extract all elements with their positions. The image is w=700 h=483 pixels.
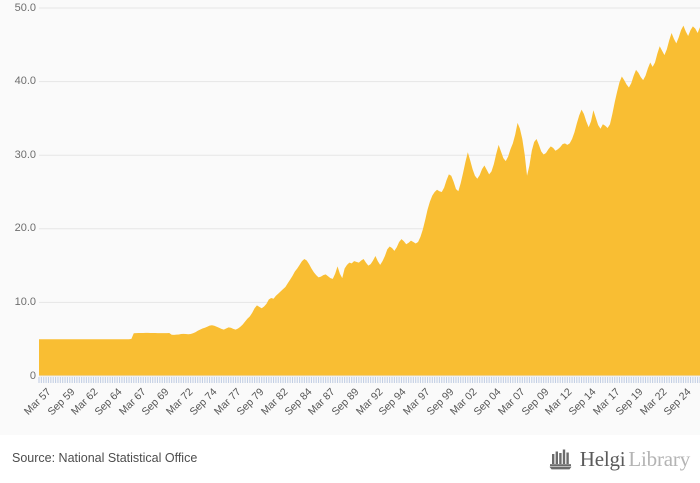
x-axis-labels: Mar 57 Sep 59 Mar 62 Sep 64 Mar 67 Sep 69 Mar …	[22, 386, 693, 418]
y-axis-tick-label: 40.0	[14, 75, 36, 88]
brand-name-secondary: Library	[628, 446, 690, 471]
source-label: Source: National Statistical Office	[12, 451, 198, 465]
y-axis-tick-label: 10.0	[14, 295, 36, 308]
helgi-library-logo[interactable]: Helgi Library	[549, 446, 690, 472]
x-axis-ticks	[38, 377, 700, 383]
y-axis-tick-label: 50.0	[14, 1, 36, 14]
chart-panel: 0 10.0 20.0 30.0 40.0 50.0 Mar 57 Sep 59 Mar 62…	[0, 0, 700, 435]
library-building-icon	[549, 449, 572, 470]
series-area-value	[39, 25, 700, 376]
y-axis-labels: 0 10.0 20.0 30.0 40.0 50.0	[0, 0, 36, 435]
area-chart-svg	[38, 7, 700, 383]
chart-footer: Source: National Statistical Office Helg…	[0, 435, 700, 483]
y-axis-tick-label: 30.0	[14, 148, 36, 161]
y-axis-tick-label: 20.0	[14, 222, 36, 235]
brand-name-primary: Helgi	[579, 446, 626, 471]
y-axis-tick-label: 0	[29, 369, 36, 382]
